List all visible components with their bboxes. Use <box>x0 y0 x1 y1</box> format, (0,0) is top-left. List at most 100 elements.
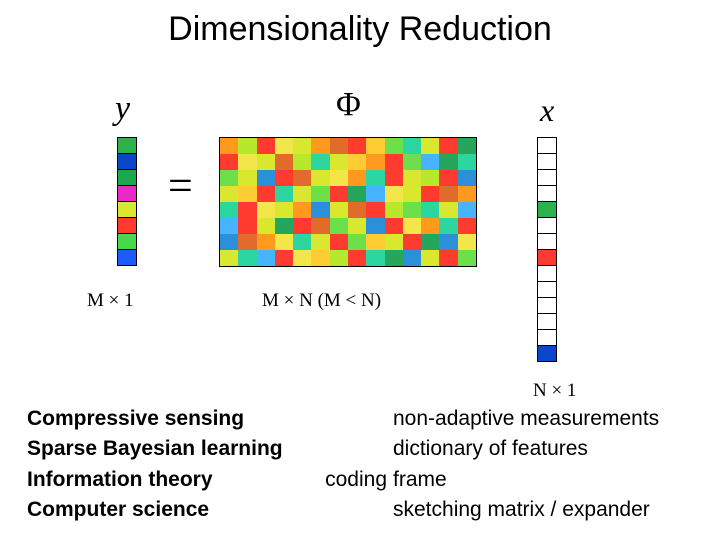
application-desc: dictionary of features <box>393 434 708 464</box>
phi-cell <box>330 186 348 202</box>
phi-cell <box>458 202 476 218</box>
y-cell <box>118 154 136 170</box>
application-desc: non-adaptive measurements <box>393 404 708 434</box>
phi-cell <box>421 234 439 250</box>
phi-cell <box>439 154 457 170</box>
applications-row: Computer science sketching matrix / expan… <box>27 495 708 525</box>
phi-cell <box>293 218 311 234</box>
phi-cell <box>238 250 256 266</box>
application-name: Information theory <box>27 465 317 495</box>
phi-cell <box>421 250 439 266</box>
phi-cell <box>311 234 329 250</box>
phi-cell <box>366 170 384 186</box>
phi-matrix <box>219 137 477 267</box>
phi-cell <box>220 218 238 234</box>
phi-cell <box>458 186 476 202</box>
phi-cell <box>275 218 293 234</box>
phi-cell <box>238 234 256 250</box>
phi-cell <box>330 218 348 234</box>
phi-cell <box>293 250 311 266</box>
dim-m-by-n: M × N (M < N) <box>262 290 381 312</box>
x-cell <box>538 330 556 346</box>
phi-cell <box>330 170 348 186</box>
application-mid <box>317 404 393 434</box>
phi-cell <box>311 218 329 234</box>
x-cell <box>538 154 556 170</box>
phi-cell <box>403 202 421 218</box>
y-label: y <box>115 90 130 128</box>
phi-cell <box>293 202 311 218</box>
phi-cell <box>385 170 403 186</box>
phi-cell <box>257 218 275 234</box>
x-cell <box>538 202 556 218</box>
phi-cell <box>439 202 457 218</box>
phi-cell <box>348 250 366 266</box>
phi-cell <box>348 218 366 234</box>
phi-cell <box>311 138 329 154</box>
application-name: Computer science <box>27 495 317 525</box>
phi-cell <box>348 170 366 186</box>
phi-cell <box>348 186 366 202</box>
phi-label: Φ <box>336 86 361 124</box>
phi-cell <box>275 250 293 266</box>
phi-cell <box>330 234 348 250</box>
phi-cell <box>220 202 238 218</box>
phi-cell <box>293 186 311 202</box>
phi-cell <box>403 218 421 234</box>
y-cell <box>118 250 136 265</box>
x-cell <box>538 282 556 298</box>
phi-cell <box>257 202 275 218</box>
x-label: x <box>540 92 554 129</box>
phi-cell <box>421 138 439 154</box>
phi-cell <box>348 234 366 250</box>
phi-cell <box>385 218 403 234</box>
phi-cell <box>403 154 421 170</box>
phi-cell <box>238 202 256 218</box>
phi-cell <box>330 250 348 266</box>
application-mid: coding <box>317 465 393 495</box>
x-cell <box>538 266 556 282</box>
phi-cell <box>458 138 476 154</box>
phi-cell <box>403 138 421 154</box>
phi-cell <box>330 154 348 170</box>
application-name: Compressive sensing <box>27 404 317 434</box>
application-mid <box>317 434 393 464</box>
y-cell <box>118 234 136 250</box>
phi-cell <box>439 170 457 186</box>
application-desc: sketching matrix / expander <box>393 495 708 525</box>
phi-cell <box>238 170 256 186</box>
phi-cell <box>421 202 439 218</box>
x-cell <box>538 218 556 234</box>
phi-cell <box>311 154 329 170</box>
x-cell <box>538 170 556 186</box>
phi-cell <box>348 138 366 154</box>
phi-cell <box>275 202 293 218</box>
phi-cell <box>403 170 421 186</box>
phi-cell <box>439 186 457 202</box>
phi-cell <box>385 202 403 218</box>
phi-cell <box>238 138 256 154</box>
phi-cell <box>366 250 384 266</box>
phi-cell <box>257 186 275 202</box>
phi-cell <box>385 138 403 154</box>
dim-n-by-1: N × 1 <box>533 380 576 402</box>
phi-cell <box>458 218 476 234</box>
application-name: Sparse Bayesian learning <box>27 434 317 464</box>
application-mid <box>317 495 393 525</box>
phi-cell <box>257 250 275 266</box>
phi-cell <box>220 170 238 186</box>
phi-cell <box>439 250 457 266</box>
phi-cell <box>220 250 238 266</box>
phi-cell <box>366 138 384 154</box>
phi-cell <box>421 154 439 170</box>
phi-cell <box>458 154 476 170</box>
phi-cell <box>366 202 384 218</box>
x-cell <box>538 250 556 266</box>
phi-cell <box>275 234 293 250</box>
applications-row: Information theorycodingframe <box>27 465 708 495</box>
phi-cell <box>403 234 421 250</box>
phi-cell <box>275 186 293 202</box>
phi-cell <box>275 154 293 170</box>
phi-cell <box>311 202 329 218</box>
y-cell <box>118 202 136 218</box>
